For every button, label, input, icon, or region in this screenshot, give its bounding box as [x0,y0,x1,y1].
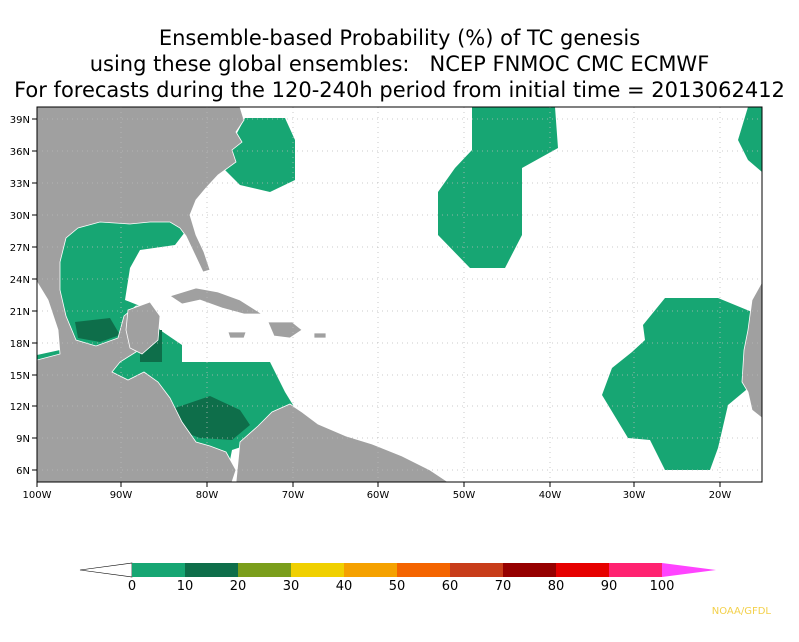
y-tick-label: 36N [10,147,30,158]
x-tick-label: 100W [23,490,52,501]
y-tick-label: 33N [10,179,30,190]
x-tick-label: 80W [196,490,219,501]
x-tick-label: 90W [110,490,133,501]
y-tick-label: 15N [10,371,30,382]
y-tick-label: 27N [10,243,30,254]
prob-area-east-coast [225,118,295,192]
land-puerto-rico [313,332,327,339]
land-jamaica [227,331,247,339]
colorbar-segment [185,563,238,577]
colorbar-segment [609,563,662,577]
land-hispaniola [267,321,303,339]
colorbar-label: 90 [600,579,618,594]
x-tick-labels: 100W 90W 80W 70W 60W 50W 40W 30W 20W [23,490,732,501]
prob-area-east-atlantic [602,298,752,470]
x-tick-label: 60W [367,490,390,501]
y-tick-label: 30N [10,211,30,222]
colorbar-segment [397,563,450,577]
land-cuba [169,287,264,315]
colorbar-segment [238,563,291,577]
colorbar-label: 40 [335,579,353,594]
x-tick-label: 20W [709,490,732,501]
colorbar-label: 10 [176,579,194,594]
colorbar-over-arrow [662,563,716,577]
y-tick-label: 9N [16,434,30,445]
title-line-2: using these global ensembles: NCEP FNMOC… [89,52,710,76]
y-tick-label: 21N [10,307,30,318]
y-tick-label: 6N [16,466,30,477]
title-line-1: Ensemble-based Probability (%) of TC gen… [158,26,641,50]
y-tick-label: 24N [10,275,30,286]
land-north-america [37,107,245,482]
x-tick-label: 30W [623,490,646,501]
map-frame [36,106,763,483]
land-africa [741,281,762,419]
colorbar-under-arrow [79,562,133,578]
title-line-3: For forecasts during the 120-240h period… [14,78,785,102]
colorbar-segment [344,563,397,577]
x-tick-label: 50W [453,490,476,501]
colorbar-label: 60 [441,579,459,594]
y-tick-label: 12N [10,402,30,413]
x-tick-label: 40W [539,490,562,501]
colorbar-label: 50 [388,579,406,594]
colorbar-label: 70 [494,579,512,594]
colorbar-label: 80 [547,579,565,594]
credit-label: NOAA/GFDL [711,606,771,617]
land-masses [37,107,762,482]
y-tick-label: 39N [10,115,30,126]
y-tick-label: 18N [10,339,30,350]
colorbar [79,562,716,578]
colorbar-label: 0 [127,579,137,594]
tick-marks [32,118,721,487]
prob-area-gulf-inner [75,318,120,342]
colorbar-label: 100 [649,579,675,594]
land-yucatan [125,301,161,355]
colorbar-segment [132,563,185,577]
graticule [37,107,762,482]
colorbar-segment [503,563,556,577]
colorbar-segment [291,563,344,577]
colorbar-label: 20 [229,579,247,594]
colorbar-segment [556,563,609,577]
y-tick-labels: 39N 36N 33N 30N 27N 24N 21N 18N 15N 12N … [10,115,30,477]
land-south-america [235,403,449,482]
colorbar-segment [450,563,503,577]
prob-area-central-atlantic [438,107,558,268]
prob-area-ne-corner [738,107,762,172]
prob-area-honduras-dark [175,396,250,440]
x-tick-label: 70W [282,490,305,501]
colorbar-label: 30 [282,579,300,594]
